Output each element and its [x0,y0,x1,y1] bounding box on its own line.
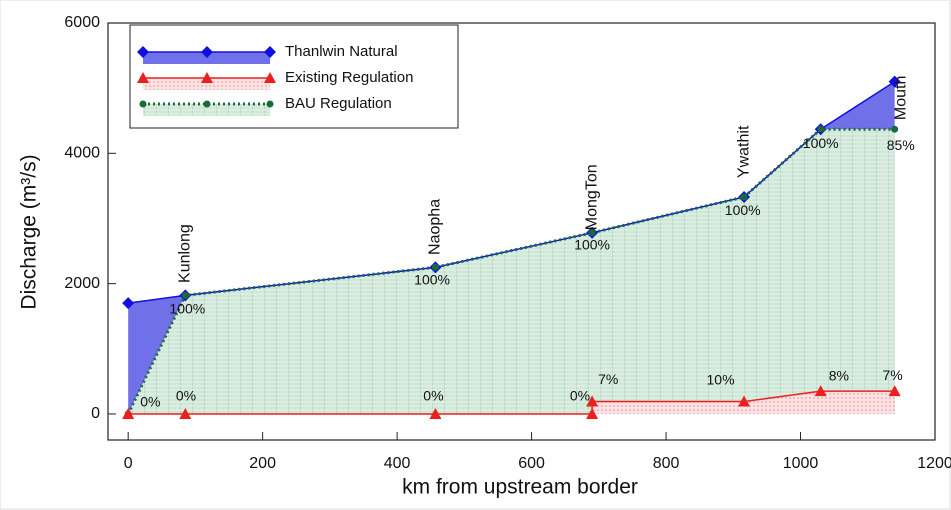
station-label: MongTon [583,164,600,230]
marker [137,46,149,58]
annotation: 100% [803,135,839,151]
marker [122,407,135,419]
marker [891,125,899,133]
marker [179,407,192,419]
line [128,390,895,415]
marker [181,291,189,299]
marker [201,46,213,58]
annotation: 10% [707,371,735,387]
station-label: Ywathit [735,125,752,178]
marker [888,385,901,397]
x-tick-label: 800 [653,455,680,472]
marker [264,72,276,83]
y-tick-label: 0 [91,405,100,422]
x-tick-label: 1000 [783,455,819,472]
area [128,391,895,414]
x-tick-label: 200 [249,455,276,472]
annotation: 100% [725,202,761,218]
plot-frame [107,22,936,441]
annotation: 0% [570,388,590,404]
marker [738,395,751,407]
y-tick-label: 6000 [64,14,100,31]
marker [814,385,827,397]
station-label: Kunlong [177,224,194,283]
annotation: 0% [176,388,196,404]
y-axis-label: Discharge (m³/s) [18,154,41,309]
annotation: 0% [423,388,443,404]
station-label: Mouth [893,76,910,120]
marker [264,46,276,58]
marker [817,125,825,133]
annotation: 85% [887,137,915,153]
annotation: 7% [598,371,618,387]
marker [588,229,596,237]
marker [586,395,599,407]
legend-swatch [143,52,270,64]
marker [266,100,274,108]
x-tick-label: 1200 [917,455,951,472]
x-axis-label: km from upstream border [402,476,638,499]
y-tick-label: 2000 [64,275,100,292]
marker [139,100,147,108]
marker [203,100,211,108]
marker [122,297,135,310]
legend-swatch [143,104,270,116]
annotation: 8% [829,368,849,384]
y-tick-label: 4000 [64,145,100,162]
annotation: 0% [140,394,160,410]
legend-label: Existing Regulation [285,69,413,86]
legend-label: Thanlwin Natural [285,43,398,60]
annotation: 7% [883,367,903,383]
marker [201,72,213,83]
legend-swatch [143,78,270,90]
annotation: 100% [574,237,610,253]
x-tick-label: 400 [384,455,411,472]
marker [137,72,149,83]
marker [429,407,442,419]
x-tick-label: 600 [518,455,545,472]
legend: Thanlwin Natural Existing Regulation BAU R… [129,24,459,129]
station-label: Naopha [427,199,444,255]
area [128,129,895,414]
annotation: 100% [414,272,450,288]
legend-label: BAU Regulation [285,95,392,112]
marker [431,263,439,271]
marker [740,193,748,201]
x-tick-label: 0 [124,455,133,472]
annotation: 100% [169,300,205,316]
marker [888,75,901,88]
marker [586,407,599,419]
